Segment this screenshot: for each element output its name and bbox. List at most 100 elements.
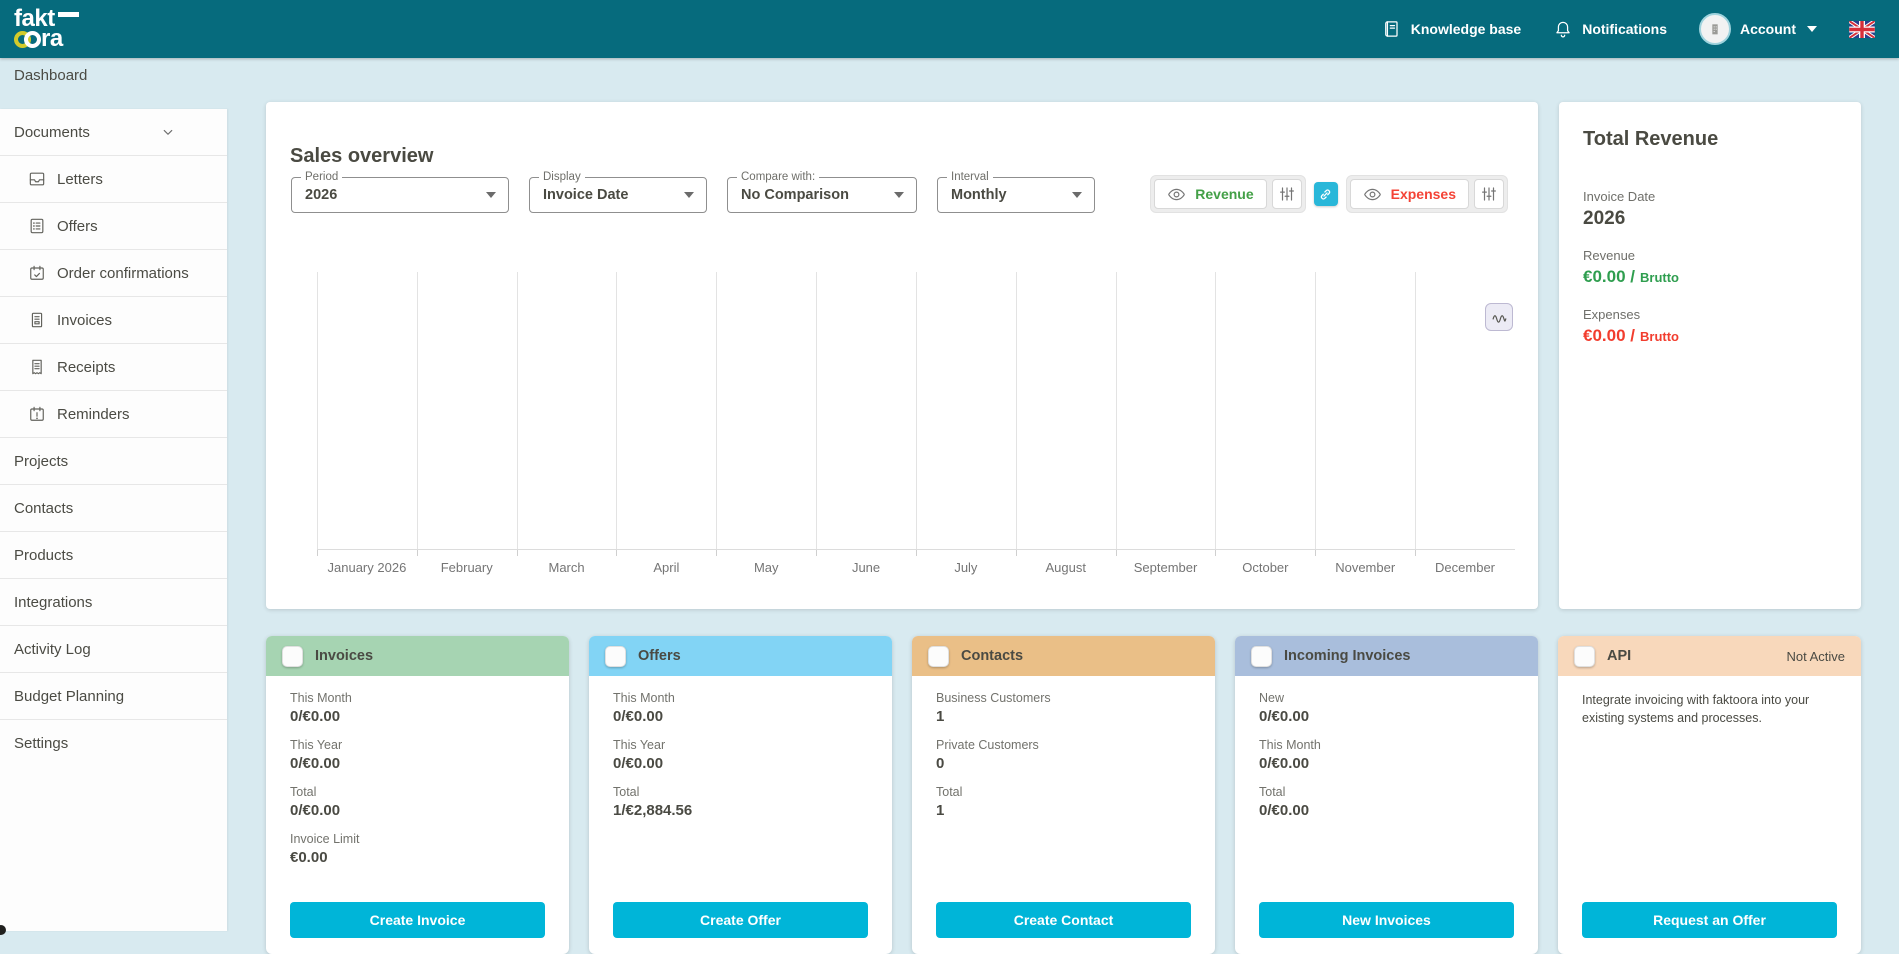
revenue-toggle-label: Revenue [1195,186,1254,202]
uk-flag-icon[interactable] [1849,20,1875,38]
sidebar-item-offers[interactable]: Offers [0,203,227,250]
sidebar-item-settings[interactable]: Settings [0,720,227,766]
sidebar-item-integrations[interactable]: Integrations [0,579,227,626]
sliders-icon [1278,185,1296,203]
sidebar-item-label: Products [14,546,74,564]
stat-label: Total [936,785,963,799]
eye-icon [1167,185,1186,204]
interval-select[interactable]: Interval Monthly [937,171,1095,213]
chart-type-button[interactable] [1485,303,1513,331]
axis-tick-label: April [653,560,680,575]
expenses-settings-button[interactable] [1474,179,1504,209]
chart-month-column [716,272,816,556]
create-invoice-button[interactable]: Create Invoice [290,902,545,938]
axis-tick-label: October [1242,560,1289,575]
sidebar-item-label: Settings [14,734,69,752]
dropdown-arrow-icon [894,192,904,198]
sidebar-item-projects[interactable]: Projects [0,438,227,485]
revenue-settings-button[interactable] [1271,179,1302,209]
chevron-down-icon [1807,26,1817,32]
invoice-date-label: Invoice Date [1583,189,1656,204]
sidebar-item-documents[interactable]: Documents [0,109,227,156]
create-offer-button[interactable]: Create Offer [613,902,868,938]
status-badge: Not Active [1786,648,1845,664]
chart-month-labels: January 2026 February March April May Ju… [317,560,1515,575]
stat-value: 0 [936,755,945,772]
period-select[interactable]: Period 2026 [291,171,509,213]
create-contact-button[interactable]: Create Contact [936,902,1191,938]
expenses-visibility-button[interactable]: Expenses [1349,179,1469,209]
sidebar-item-products[interactable]: Products [0,532,227,579]
expenses-value: €0.00 / [1583,326,1635,345]
offers-checkbox[interactable] [605,645,626,667]
axis-tick-label: February [440,560,493,575]
sidebar-item-invoices[interactable]: Invoices [0,297,227,344]
incoming-invoices-checkbox[interactable] [1251,645,1272,667]
revenue-visibility-button[interactable]: Revenue [1154,179,1267,209]
total-revenue-title: Total Revenue [1583,128,1719,150]
stat-label: Invoice Limit [290,832,360,846]
eye-icon [1363,185,1382,204]
display-select-value: Invoice Date [543,187,629,203]
expenses-toggle-label: Expenses [1390,186,1456,202]
contacts-checkbox[interactable] [928,645,949,667]
sliders-icon [1480,185,1498,203]
sidebar-item-label: Offers [57,217,98,235]
sidebar-item-activity-log[interactable]: Activity Log [0,626,227,673]
new-invoices-button[interactable]: New Invoices [1259,902,1514,938]
summary-cards-row: Invoices This Month 0/€0.00 This Year 0/€0… [266,636,1861,954]
contacts-card: Contacts Business Customers 1 Private Cus… [912,636,1215,954]
chart-month-column [1215,272,1315,556]
sidebar-item-label: Invoices [57,311,113,329]
sidebar-item-contacts[interactable]: Contacts [0,485,227,532]
incoming-invoices-card-header: Incoming Invoices [1235,636,1538,676]
stat-value: 1 [936,802,945,819]
incoming-invoices-card-title: Incoming Invoices [1284,648,1411,664]
compare-with-select-value: No Comparison [741,187,849,203]
sidebar-item-reminders[interactable]: Reminders [0,391,227,438]
revenue-toggle-group: Revenue [1150,175,1306,213]
revenue-label: Revenue [1583,248,1636,263]
invoices-card-header: Invoices [266,636,569,676]
chevron-down-icon [159,123,177,141]
chart-month-column [516,272,617,556]
sales-overview-card: Sales overview Period 2026 Display Invoi… [266,102,1538,609]
chat-widget-button[interactable] [0,925,6,935]
api-checkbox[interactable] [1574,645,1595,667]
offers-card-header: Offers [589,636,892,676]
stat-label: New [1259,691,1285,705]
sidebar-item-letters[interactable]: Letters [0,156,227,203]
sidebar-item-label: Budget Planning [14,687,125,705]
notifications-button[interactable]: Notifications [1553,19,1667,39]
sidebar-item-receipts[interactable]: Receipts [0,344,227,391]
sidebar-item-order-confirmations[interactable]: Order confirmations [0,250,227,297]
invoices-checkbox[interactable] [282,645,303,667]
contacts-card-title: Contacts [961,648,1024,664]
sidebar-item-label: Activity Log [14,640,91,658]
knowledge-base-link[interactable]: Knowledge base [1382,19,1521,39]
bell-icon [1553,19,1573,39]
stat-label: This Month [290,691,352,705]
offers-icon [27,216,47,236]
stat-value: 0/€0.00 [1259,708,1310,725]
stat-label: Total [613,785,640,799]
incoming-invoices-card: Incoming Invoices New 0/€0.00 This Month 0… [1235,636,1538,954]
account-menu[interactable]: Account [1699,13,1817,45]
sidebar-item-label: Contacts [14,499,74,517]
invoice-date-year: 2026 [1583,208,1626,229]
dropdown-arrow-icon [1072,192,1082,198]
stat-value: 1/€2,884.56 [613,802,693,819]
stat-label: This Year [613,738,666,752]
axis-tick-label: March [548,560,585,575]
notifications-label: Notifications [1582,21,1667,37]
book-icon [1382,19,1402,39]
series-toggles: Revenue Expenses [1150,175,1508,213]
compare-with-select[interactable]: Compare with: No Comparison [727,171,917,213]
sidebar-item-budget-planning[interactable]: Budget Planning [0,673,227,720]
sidebar-item-label: Order confirmations [57,264,189,282]
link-series-button[interactable] [1313,182,1338,206]
display-select[interactable]: Display Invoice Date [529,171,707,213]
request-offer-button[interactable]: Request an Offer [1582,902,1837,938]
faktoora-logo[interactable]: fakt ra [14,7,79,51]
